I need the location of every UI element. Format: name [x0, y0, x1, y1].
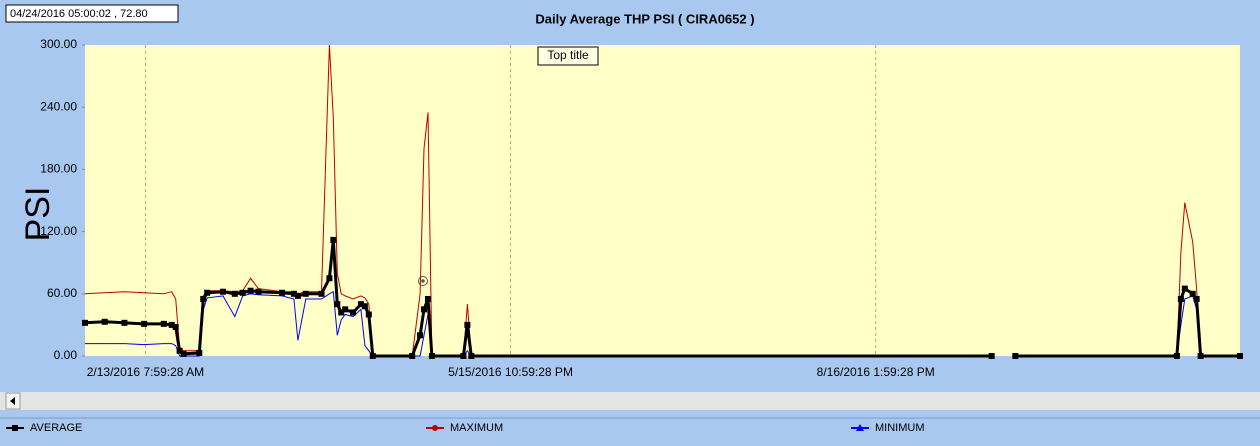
legend-label: MINIMUM: [875, 422, 925, 434]
chart-title: Daily Average THP PSI ( CIRA0652 ): [535, 11, 754, 26]
tooltip-text: 04/24/2016 05:00:02 , 72.80: [10, 8, 148, 20]
hover-marker: [418, 276, 428, 286]
point-marker: [219, 288, 226, 295]
y-tick-label: 180.00: [40, 162, 77, 176]
point-marker: [318, 290, 325, 297]
point-marker: [1012, 353, 1019, 359]
legend-label: MAXIMUM: [450, 422, 503, 434]
point-marker: [417, 332, 424, 339]
point-marker: [1193, 295, 1200, 302]
point-marker: [464, 321, 471, 328]
point-marker: [294, 292, 301, 299]
x-tick-label: 2/13/2016 7:59:28 AM: [87, 365, 204, 379]
point-marker: [334, 301, 341, 308]
point-marker: [239, 289, 246, 296]
point-marker: [101, 318, 108, 325]
point-marker: [200, 295, 207, 302]
point-marker: [82, 319, 88, 326]
point-marker: [421, 306, 428, 313]
hover-marker-dot: [421, 279, 425, 283]
point-marker: [365, 311, 372, 318]
point-marker: [350, 309, 357, 316]
point-marker: [326, 275, 333, 282]
point-marker: [141, 320, 148, 327]
point-marker: [180, 350, 187, 357]
point-marker: [357, 301, 364, 308]
point-marker: [342, 306, 349, 313]
y-tick-label: 0.00: [54, 348, 78, 362]
point-marker: [1177, 295, 1184, 302]
point-marker: [302, 290, 309, 297]
y-tick-label: 300.00: [40, 37, 77, 51]
point-marker: [409, 353, 416, 359]
point-marker: [168, 321, 175, 328]
x-tick-label: 5/15/2016 10:59:28 PM: [448, 365, 573, 379]
point-marker: [428, 353, 435, 359]
point-marker: [1237, 353, 1243, 359]
point-marker: [1189, 290, 1196, 297]
y-tick-label: 240.00: [40, 99, 77, 113]
top-title-box: [537, 46, 599, 66]
tooltip-box: [5, 4, 179, 23]
x-tick-label: 8/16/2016 1:59:28 PM: [817, 365, 935, 379]
point-marker: [330, 236, 337, 243]
point-marker: [988, 353, 995, 359]
point-marker: [338, 309, 345, 316]
point-marker: [1173, 353, 1180, 359]
point-marker: [247, 287, 254, 294]
point-marker: [121, 319, 128, 326]
point-marker: [160, 320, 167, 327]
point-marker: [176, 347, 183, 354]
point-marker: [196, 349, 203, 356]
point-marker: [231, 290, 238, 297]
point-marker: [255, 288, 262, 295]
scroll-arrow: [10, 397, 15, 405]
plot: 0.00 60.00 120.00 180.00 240.00 300.00 2/13/20…: [40, 37, 1243, 379]
point-marker: [424, 295, 431, 302]
point-marker: [290, 290, 297, 297]
legend-marker: [856, 424, 864, 431]
point-marker: [468, 353, 475, 359]
point-marker: [369, 353, 376, 359]
legend-marker: [12, 425, 18, 431]
point-marker: [361, 303, 368, 310]
point-marker: [460, 353, 467, 359]
y-tick-label: 60.00: [47, 286, 77, 300]
point-marker: [1197, 353, 1204, 359]
top-title-text: Top title: [547, 48, 589, 62]
legend-label: AVERAGE: [30, 422, 82, 434]
point-marker: [279, 289, 286, 296]
y-tick-label: 120.00: [40, 224, 77, 238]
legend-marker: [432, 425, 438, 431]
point-marker: [204, 289, 211, 296]
scrollbar[interactable]: [0, 392, 1260, 410]
point-marker: [172, 323, 179, 330]
plot-area: [85, 45, 1240, 356]
y-axis-label: PSI: [19, 187, 57, 242]
point-marker: [1181, 285, 1188, 292]
